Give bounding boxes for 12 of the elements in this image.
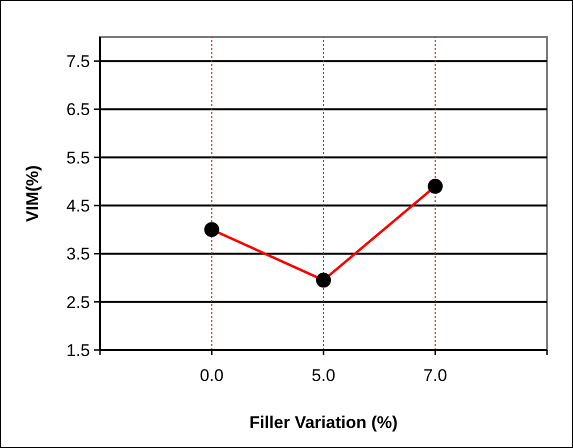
x-tick-label: 0.0 — [200, 366, 224, 385]
y-tick-label: 4.5 — [66, 196, 90, 216]
y-tick-label: 5.5 — [66, 148, 90, 168]
y-tick-label: 2.5 — [66, 292, 90, 312]
x-axis-title: Filler Variation (%) — [249, 413, 398, 432]
x-tick-label: 5.0 — [312, 366, 336, 385]
y-tick-label: 7.5 — [66, 52, 90, 72]
y-tick-label: 6.5 — [66, 100, 90, 120]
y-tick-label: 3.5 — [66, 244, 90, 264]
y-axis-title: VIM(%) — [23, 165, 42, 222]
x-tick-label: 7.0 — [423, 366, 448, 385]
y-tick-label: 1.5 — [66, 340, 90, 360]
